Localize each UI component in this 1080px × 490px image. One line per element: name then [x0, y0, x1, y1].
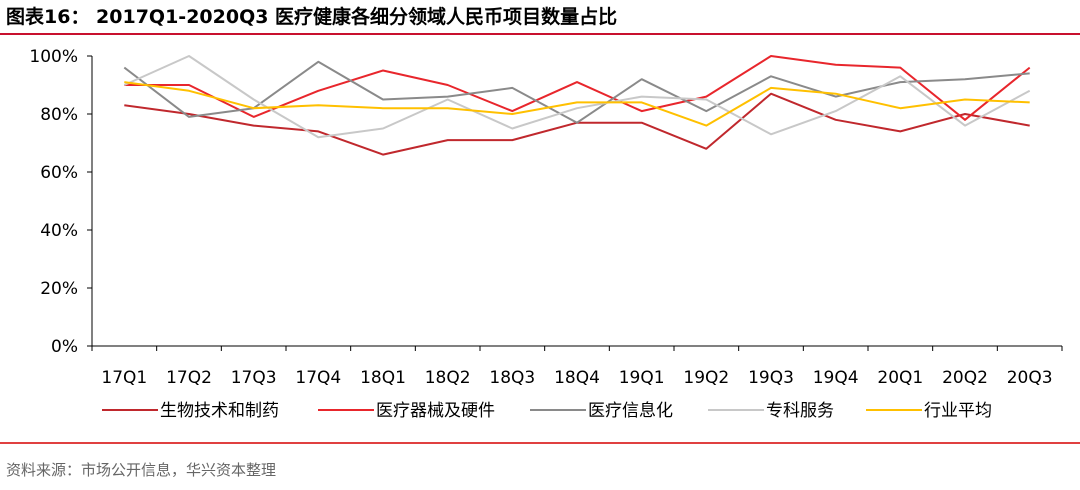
y-tick-label: 40%: [40, 221, 78, 241]
x-tick-label: 19Q1: [619, 368, 665, 388]
x-tick-label: 17Q2: [166, 368, 212, 388]
series-line-4: [123, 55, 1031, 139]
x-tick-label: 18Q3: [489, 368, 535, 388]
title-divider: [0, 33, 1080, 35]
axes: 0% 20% 40% 60% 80% 100% 17Q1 17Q2 17Q3 17Q4 18Q1 18…: [29, 47, 1063, 388]
x-tick-label: 17Q3: [231, 368, 277, 388]
legend-label-5: 行业平均: [924, 401, 992, 421]
x-tick-label: 19Q2: [683, 368, 729, 388]
series-lines: [123, 55, 1031, 156]
x-tick-label: 20Q2: [942, 368, 988, 388]
series-line-5: [124, 81, 1030, 127]
chart-title: 图表16： 2017Q1-2020Q3 医疗健康各细分领域人民币项目数量占比: [6, 6, 618, 28]
y-tick-label: 60%: [40, 163, 78, 183]
x-tick-label: 20Q1: [877, 368, 923, 388]
x-tick-label: 18Q4: [554, 368, 600, 388]
legend-label-2: 医疗器械及硬件: [376, 401, 495, 421]
x-tick-label: 18Q1: [360, 368, 406, 388]
x-tick-label: 19Q4: [813, 368, 859, 388]
legend-label-4: 专科服务: [766, 401, 834, 421]
x-tick-label: 18Q2: [425, 368, 471, 388]
source-note: 资料来源：市场公开信息，华兴资本整理: [6, 461, 277, 479]
x-tick-label: 19Q3: [748, 368, 794, 388]
legend-label-3: 医疗信息化: [588, 401, 673, 421]
y-tick-label: 80%: [40, 105, 78, 125]
series-line-2: [124, 55, 1031, 121]
x-tick-label: 17Q1: [101, 368, 147, 388]
y-tick-label: 0%: [51, 337, 78, 357]
legend: 生物技术和制药 医疗器械及硬件 医疗信息化 专科服务 行业平均: [102, 401, 992, 421]
x-tick-label: 20Q3: [1007, 368, 1053, 388]
legend-label-1: 生物技术和制药: [160, 401, 279, 421]
line-chart: 0% 20% 40% 60% 80% 100% 17Q1 17Q2 17Q3 17Q4 18Q1 18…: [29, 47, 1063, 421]
y-tick-label: 100%: [29, 47, 78, 67]
x-tick-label: 17Q4: [295, 368, 341, 388]
footer-divider: [0, 442, 1080, 444]
y-tick-label: 20%: [40, 279, 78, 299]
